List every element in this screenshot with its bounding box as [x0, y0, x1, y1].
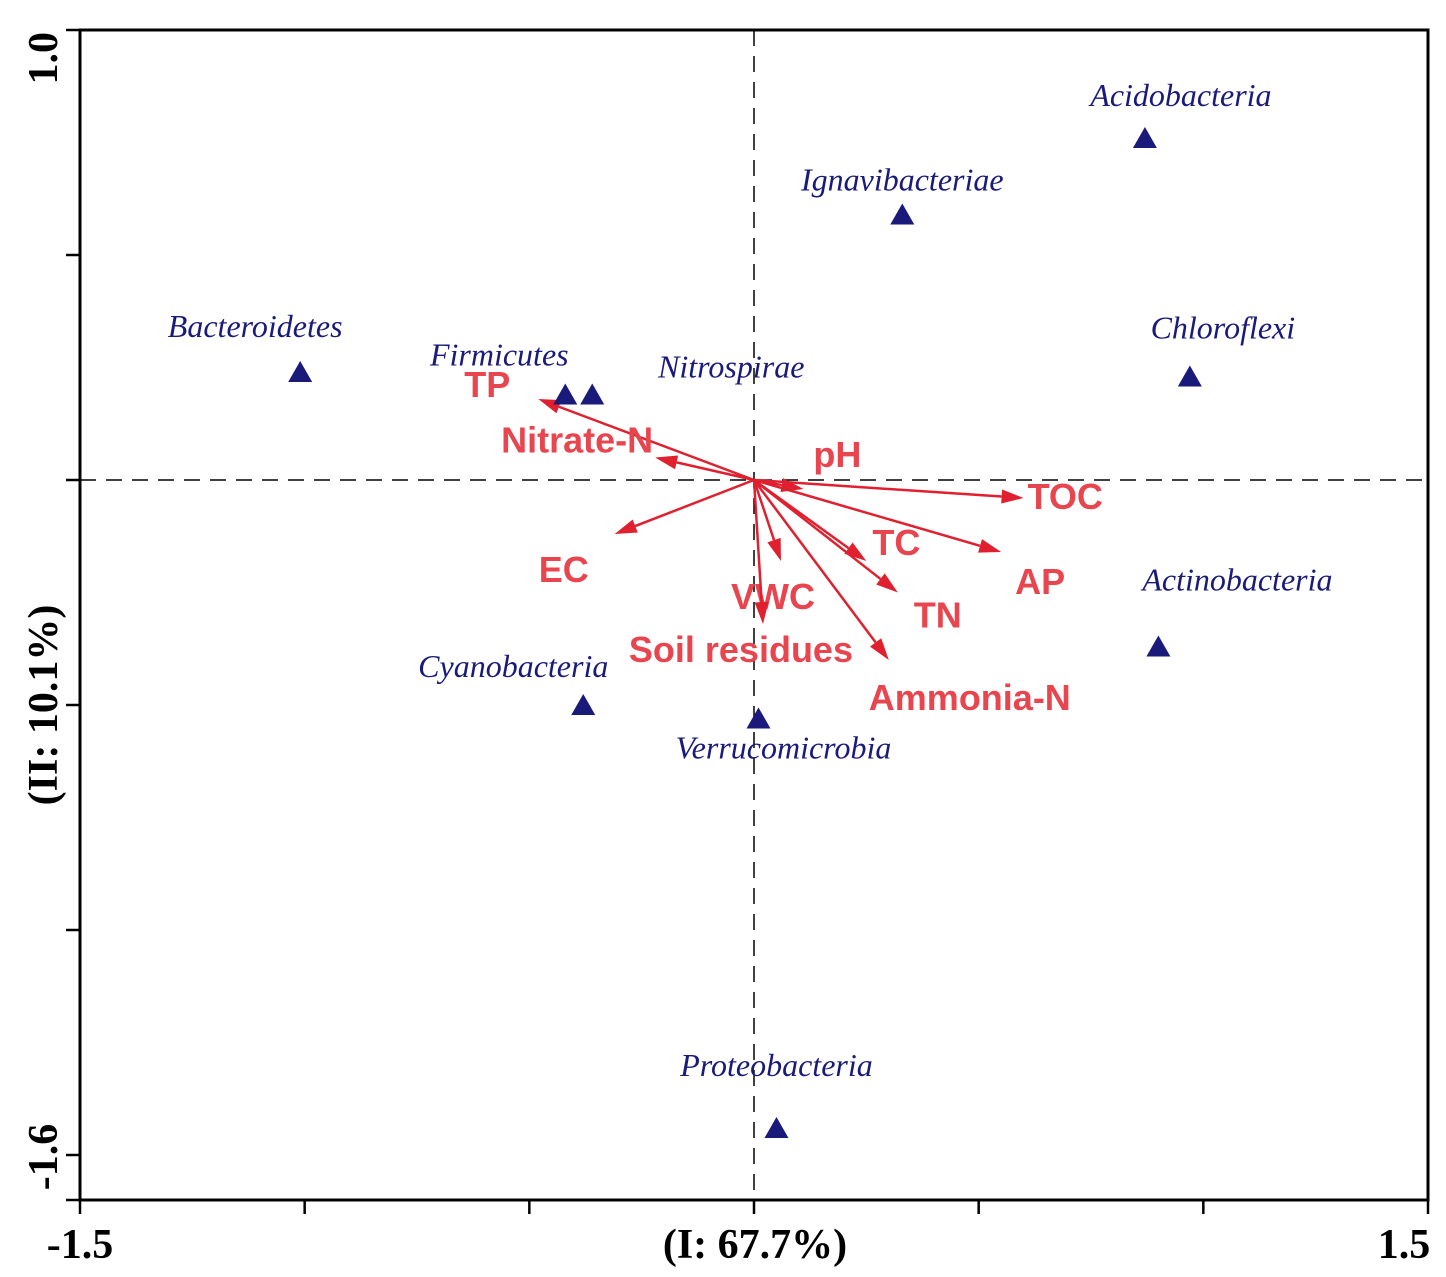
species-marker-bacteroidetes	[288, 361, 313, 382]
species-marker-actinobacteria	[1146, 635, 1171, 657]
env-label-nitrate-n: Nitrate-N	[501, 420, 653, 461]
species-label-acidobacteria: Acidobacteria	[1088, 77, 1271, 113]
env-label-tc: TC	[872, 522, 920, 563]
env-arrow-tn	[753, 479, 898, 593]
env-arrow-vwc	[752, 479, 781, 561]
env-label-vwc: VWC	[731, 576, 815, 617]
species-label-firmicutes: Firmicutes	[429, 337, 569, 373]
env-arrow-toc	[753, 478, 1024, 504]
env-arrow-ammonia-n	[752, 479, 889, 660]
x-tick-label-min: -1.5	[47, 1222, 114, 1268]
env-arrow-ec	[614, 478, 755, 534]
env-label-tp: TP	[464, 364, 510, 405]
species-label-bacteroidetes: Bacteroidetes	[168, 308, 343, 344]
species-label-nitrospirae: Nitrospirae	[657, 349, 804, 385]
species-marker-acidobacteria	[1132, 127, 1157, 148]
species-label-ignavibacteriae: Ignavibacteriae	[800, 162, 1004, 198]
species-marker-chloroflexi	[1177, 365, 1202, 387]
species-marker-cyanobacteria	[571, 694, 596, 715]
env-label-soil-residues: Soil residues	[629, 629, 853, 670]
env-label-ammonia-n: Ammonia-N	[869, 677, 1071, 718]
env-arrow-nitrate-n	[655, 455, 755, 482]
species-layer: Acidobacteria Ignavibacteriae Chloroflexi B…	[168, 77, 1332, 1138]
x-axis-title: (I: 67.7%)	[663, 1222, 847, 1268]
env-label-ap: AP	[1015, 561, 1065, 602]
species-label-actinobacteria: Actinobacteria	[1140, 562, 1332, 598]
species-marker-ignavibacteriae	[890, 203, 915, 225]
species-label-verrucomicrobia: Verrucomicrobia	[676, 730, 892, 766]
env-arrows-layer: TP Nitrate-N pH TOC EC VWC TC AP TN Soil residues…	[464, 364, 1103, 718]
env-arrow-soil-residues	[752, 479, 769, 624]
env-label-ph: pH	[813, 434, 861, 475]
species-marker-nitrospirae	[580, 383, 605, 405]
env-label-toc: TOC	[1028, 476, 1103, 517]
species-label-proteobacteria: Proteobacteria	[679, 1047, 873, 1083]
species-label-chloroflexi: Chloroflexi	[1151, 310, 1296, 346]
species-label-cyanobacteria: Cyanobacteria	[418, 648, 608, 684]
y-tick-label-max: 1.0	[21, 32, 67, 85]
env-arrow-ap	[753, 478, 1002, 553]
species-marker-proteobacteria	[764, 1117, 789, 1138]
y-axis-title: (II: 10.1%)	[21, 605, 67, 806]
y-tick-label-min: -1.6	[21, 1124, 67, 1191]
x-tick-label-max: 1.5	[1378, 1222, 1431, 1268]
env-label-tn: TN	[914, 595, 962, 636]
species-marker-firmicutes	[553, 383, 578, 405]
axes-layer	[66, 28, 1430, 1214]
env-label-ec: EC	[539, 549, 589, 590]
species-marker-verrucomicrobia	[746, 707, 771, 729]
